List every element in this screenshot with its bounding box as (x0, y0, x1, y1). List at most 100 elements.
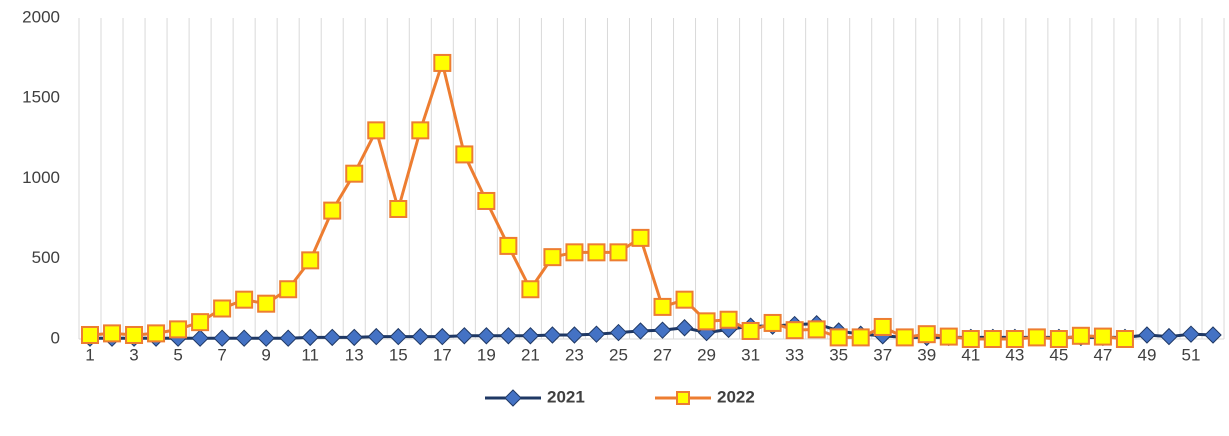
data-point (521, 280, 540, 299)
data-point (521, 327, 540, 345)
data-point (807, 320, 826, 339)
data-point (565, 243, 584, 262)
data-point (917, 325, 936, 344)
data-point (477, 191, 496, 210)
x-tick-label: 37 (873, 345, 892, 364)
x-tick-label: 15 (389, 345, 408, 364)
data-point (763, 313, 782, 332)
data-point (1093, 327, 1112, 346)
data-point (169, 320, 188, 339)
data-point (785, 321, 804, 340)
data-point (851, 328, 870, 347)
data-point (499, 327, 518, 345)
data-point (257, 329, 275, 347)
data-point (279, 329, 297, 347)
data-point (961, 330, 980, 348)
data-point (983, 330, 1002, 348)
data-point (345, 164, 364, 183)
data-point (543, 326, 562, 344)
data-point (587, 325, 606, 343)
x-tick-label: 1 (85, 345, 94, 364)
y-tick-label: 1000 (22, 168, 60, 187)
data-point (367, 121, 386, 140)
data-point (433, 327, 452, 346)
data-point (873, 317, 892, 336)
x-tick-label: 23 (565, 345, 584, 364)
x-tick-label: 31 (741, 345, 760, 364)
legend-label: 2021 (547, 387, 585, 406)
data-point (1027, 328, 1046, 347)
data-point (103, 324, 122, 343)
data-point (1049, 330, 1068, 348)
data-point (477, 327, 496, 345)
data-point (1204, 326, 1222, 344)
data-point (191, 329, 209, 347)
x-tick-label: 27 (653, 345, 672, 364)
y-tick-label: 500 (32, 248, 60, 267)
y-tick-label: 0 (51, 328, 60, 347)
x-tick-label: 39 (917, 345, 936, 364)
data-point (631, 322, 650, 340)
data-point (411, 327, 430, 346)
data-point (455, 145, 474, 164)
data-point (697, 312, 716, 331)
data-point (587, 243, 606, 262)
data-point (191, 313, 210, 332)
x-tick-label: 25 (609, 345, 628, 364)
x-tick-label: 35 (829, 345, 848, 364)
data-point (301, 328, 319, 347)
x-tick-label: 29 (697, 345, 716, 364)
data-point (345, 328, 363, 347)
data-point (829, 328, 848, 347)
data-point (741, 321, 760, 340)
data-point (1005, 330, 1024, 348)
x-tick-label: 43 (1005, 345, 1024, 364)
x-tick-label: 7 (217, 345, 226, 364)
legend-label: 2022 (717, 387, 755, 406)
data-point (389, 199, 408, 218)
legend-marker (676, 391, 690, 405)
data-point (939, 327, 958, 346)
data-point (543, 248, 562, 267)
data-point (213, 299, 232, 318)
data-point (411, 121, 430, 140)
data-point (499, 236, 518, 255)
x-tick-label: 11 (301, 345, 319, 364)
data-point (675, 290, 694, 309)
data-point (213, 329, 231, 347)
data-point (235, 329, 253, 347)
x-tick-label: 3 (129, 345, 138, 364)
data-point (675, 319, 694, 337)
data-point (1115, 330, 1134, 348)
data-point (125, 325, 144, 344)
x-tick-label: 41 (961, 345, 980, 364)
data-point (565, 326, 584, 344)
data-point (1138, 326, 1156, 344)
x-tick-label: 13 (345, 345, 364, 364)
data-point (81, 325, 99, 344)
data-point (433, 53, 452, 72)
data-point (895, 328, 914, 347)
x-tick-label: 5 (173, 345, 182, 364)
data-point (235, 290, 254, 309)
data-point (301, 251, 320, 270)
y-tick-label: 1500 (22, 88, 60, 107)
data-point (389, 327, 407, 346)
x-tick-label: 9 (261, 345, 270, 364)
x-tick-label: 45 (1049, 345, 1068, 364)
x-tick-label: 19 (477, 345, 496, 364)
data-point (653, 321, 672, 339)
data-point (631, 228, 650, 247)
data-point (1182, 325, 1200, 343)
data-point (719, 310, 738, 329)
data-point (367, 327, 385, 346)
legend-marker (504, 389, 522, 407)
data-point (653, 297, 672, 316)
x-tick-label: 17 (433, 345, 452, 364)
data-point (1071, 326, 1090, 345)
y-tick-label: 2000 (22, 7, 60, 26)
data-point (147, 324, 166, 343)
data-point (323, 328, 341, 347)
